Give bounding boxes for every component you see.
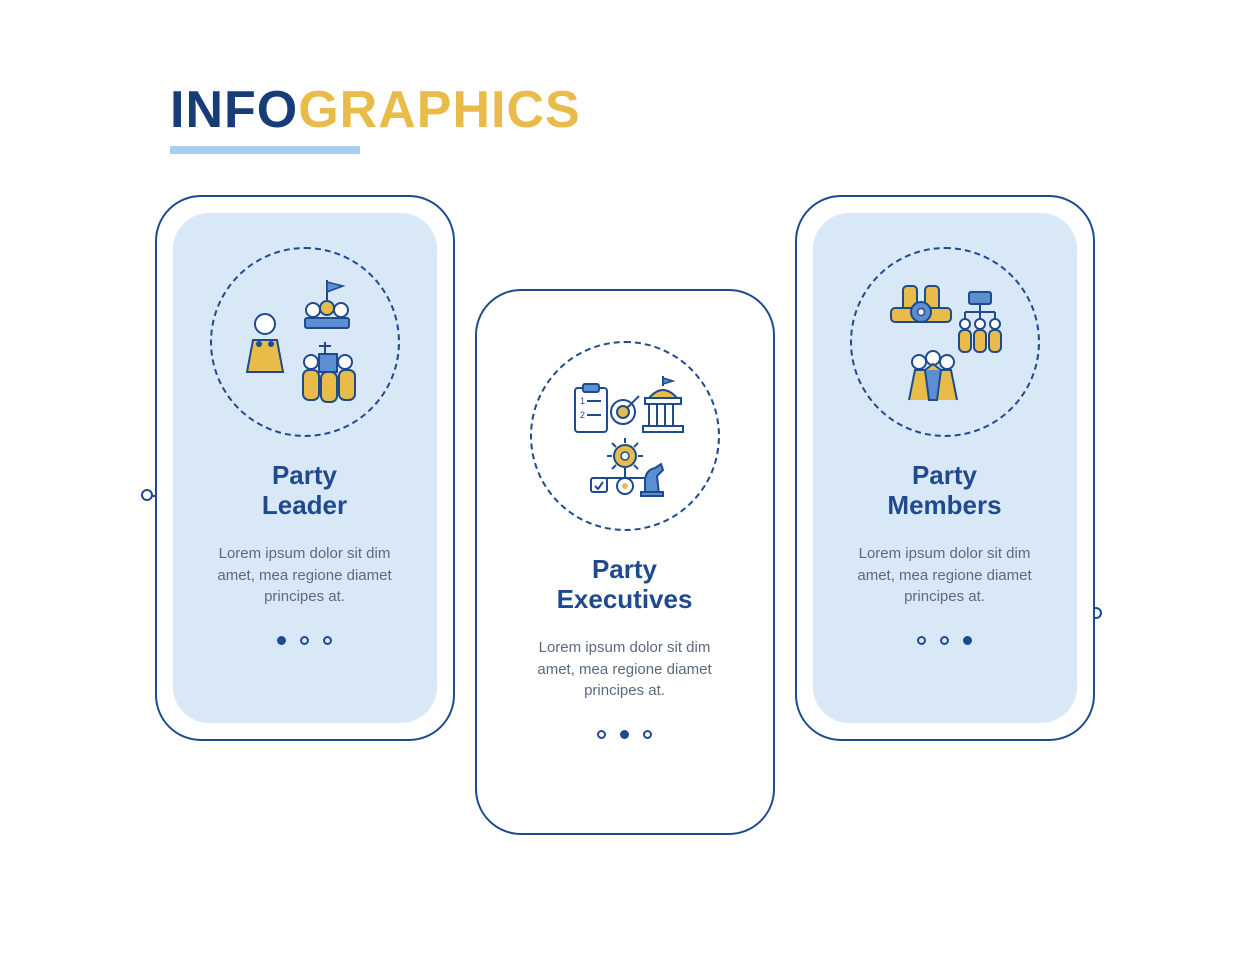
title-text: INFOGRAPHICS (170, 80, 581, 140)
dashed-circle (850, 247, 1040, 437)
title-underline (170, 146, 360, 154)
card-inner: Party Members Lorem ipsum dolor sit dim … (813, 213, 1077, 723)
dot (300, 636, 309, 645)
dot (940, 636, 949, 645)
dot (643, 730, 652, 739)
svg-text:2: 2 (580, 410, 585, 420)
svg-text:1: 1 (580, 396, 585, 406)
card-title: Party Leader (252, 461, 357, 521)
card-party-members: Party Members Lorem ipsum dolor sit dim … (790, 195, 1100, 741)
dot-active (620, 730, 629, 739)
card-outer: Party Members Lorem ipsum dolor sit dim … (795, 195, 1095, 741)
card-outer: Party Leader Lorem ipsum dolor sit dim a… (155, 195, 455, 741)
dot (917, 636, 926, 645)
dot-active (277, 636, 286, 645)
card-title: Party Executives (547, 555, 703, 615)
card-party-executives: 1 2 (470, 289, 780, 835)
card-party-leader: Party Leader Lorem ipsum dolor sit dim a… (150, 195, 460, 741)
dashed-circle (210, 247, 400, 437)
card-inner: Party Leader Lorem ipsum dolor sit dim a… (173, 213, 437, 723)
pagination-dots (597, 730, 652, 739)
pagination-dots (277, 636, 332, 645)
card-body: Lorem ipsum dolor sit dim amet, mea regi… (193, 543, 417, 608)
leader-icon (225, 262, 385, 422)
dot-active (963, 636, 972, 645)
dot (323, 636, 332, 645)
dashed-circle: 1 2 (530, 341, 720, 531)
pagination-dots (917, 636, 972, 645)
card-inner: 1 2 (493, 307, 757, 817)
executives-icon: 1 2 (545, 356, 705, 516)
dot (597, 730, 606, 739)
title-part2: GRAPHICS (298, 81, 580, 139)
members-icon (865, 262, 1025, 422)
cards-row: Party Leader Lorem ipsum dolor sit dim a… (0, 195, 1249, 835)
infographic-title: INFOGRAPHICS (170, 80, 581, 154)
card-body: Lorem ipsum dolor sit dim amet, mea regi… (513, 637, 737, 702)
card-title: Party Members (877, 461, 1011, 521)
card-body: Lorem ipsum dolor sit dim amet, mea regi… (833, 543, 1057, 608)
title-part1: INFO (170, 81, 298, 139)
card-outer: 1 2 (475, 289, 775, 835)
